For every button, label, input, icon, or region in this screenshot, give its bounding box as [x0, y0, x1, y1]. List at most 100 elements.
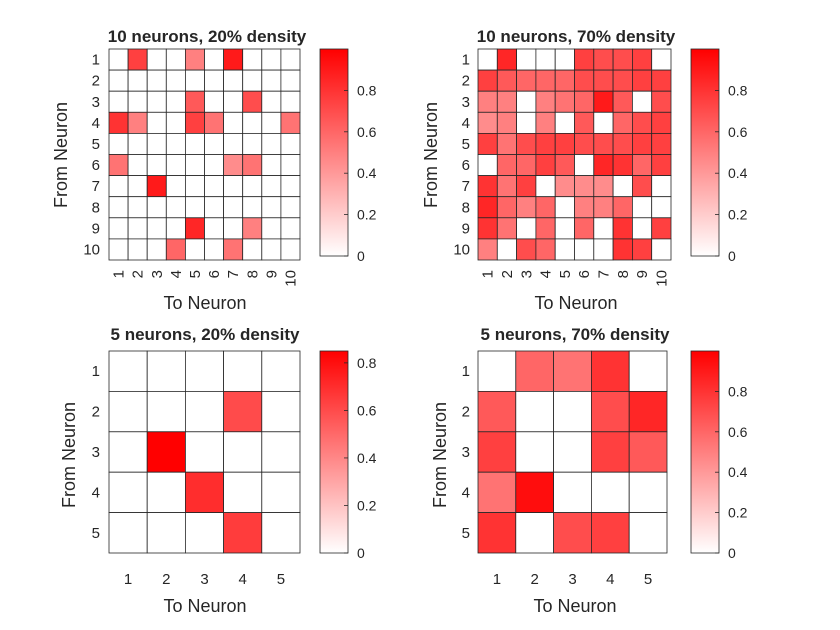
colorbar: 0 0.2 0.4 0.6 0.8 [319, 350, 377, 561]
x-tick-label: 1 [493, 571, 501, 588]
heatmap-cell [261, 48, 282, 71]
heatmap-cell [184, 431, 224, 473]
heatmap-cell [612, 69, 633, 92]
x-tick-label: 1 [111, 270, 128, 278]
heatmap-cell [184, 48, 205, 71]
colorbar-tick-label: 0.4 [357, 165, 377, 181]
heatmap-cell [516, 48, 537, 71]
x-tick-labels: 1 2 3 4 5 6 7 8 9 10 [111, 270, 300, 287]
heatmap-cell [628, 471, 668, 514]
heatmap-cell [632, 111, 653, 134]
heatmap-cell [261, 196, 282, 219]
y-axis-label: From Neuron [51, 102, 71, 208]
heatmap-cell [108, 154, 129, 177]
colorbar-tick-label: 0.2 [728, 505, 748, 521]
heatmap-cell [184, 111, 205, 134]
x-axis-label: To Neuron [163, 293, 246, 313]
heatmap-cell [593, 154, 614, 177]
heatmap-cell [146, 175, 167, 198]
x-tick-label: 5 [644, 571, 652, 588]
colorbar: 0 0.2 0.4 0.6 0.8 [690, 350, 748, 561]
heatmap-cell [628, 512, 668, 554]
y-tick-label: 5 [462, 525, 470, 542]
heatmap-cell [242, 154, 263, 177]
heatmap-cell [127, 175, 148, 198]
x-tick-label: 1 [124, 571, 132, 588]
heatmap-cell [146, 69, 167, 92]
colorbar-tick-label: 0.6 [728, 424, 748, 440]
heatmap-cell [628, 431, 668, 473]
y-tick-label: 5 [92, 136, 100, 153]
heatmap-cell [574, 238, 595, 261]
heatmap-cell [651, 132, 672, 155]
x-tick-label: 2 [531, 571, 539, 588]
heatmap-cell [574, 217, 595, 240]
heatmap-cell [535, 154, 556, 177]
heatmap-cell [223, 69, 244, 92]
heatmap-cell [515, 471, 554, 514]
heatmap-cell [146, 196, 167, 219]
colorbar-tick-label: 0.8 [728, 383, 748, 399]
heatmap-cell [146, 431, 186, 473]
heatmap-cell [223, 154, 244, 177]
y-tick-label: 4 [462, 115, 470, 132]
heatmap-cell [165, 111, 186, 134]
heatmap-cell [651, 175, 672, 198]
heatmap-cell [146, 154, 167, 177]
heatmap-cell [574, 132, 595, 155]
heatmap-cell [108, 350, 148, 392]
heatmap-cell [574, 90, 595, 113]
heatmap-cell [127, 154, 148, 177]
heatmap-cell [146, 471, 186, 514]
x-tick-labels: 1 2 3 4 5 [124, 571, 285, 588]
y-tick-label: 1 [462, 52, 470, 69]
heatmap-cell [280, 217, 301, 240]
heatmap-cell [574, 111, 595, 134]
heatmap-cell [496, 111, 517, 134]
y-tick-label: 6 [462, 157, 470, 174]
heatmap-cell [612, 111, 633, 134]
heatmap-cell [516, 217, 537, 240]
heatmap-cell [261, 512, 301, 554]
heatmap-cell [223, 175, 244, 198]
y-tick-label: 10 [453, 241, 470, 258]
heatmap-cell [515, 431, 554, 473]
heatmap-cell [515, 512, 554, 554]
heatmap-cell [477, 431, 517, 473]
heatmap-cell [477, 350, 517, 392]
heatmap-cell [165, 132, 186, 155]
heatmap-cell [261, 431, 301, 473]
x-tick-label: 4 [606, 571, 614, 588]
heatmap-cell [184, 350, 224, 392]
heatmap-cell [261, 350, 301, 392]
heatmap-cell [632, 196, 653, 219]
x-tick-label: 3 [149, 270, 166, 278]
x-tick-label: 10 [653, 270, 670, 287]
y-tick-labels: 1 2 3 4 5 6 7 8 9 10 [453, 52, 470, 259]
heatmap-cell [223, 431, 263, 473]
heatmap-cell [146, 48, 167, 71]
heatmap-cell [204, 132, 225, 155]
heatmap-cell [516, 154, 537, 177]
heatmap-cell [223, 390, 263, 433]
colorbar-gradient [319, 350, 349, 554]
heatmap-cell [146, 512, 186, 554]
y-tick-label: 1 [462, 363, 470, 380]
heatmap-cell [127, 48, 148, 71]
heatmap-cell [146, 90, 167, 113]
heatmap-cell [108, 431, 148, 473]
heatmap-cell [280, 48, 301, 71]
heatmap-cell [261, 90, 282, 113]
y-tick-label: 8 [92, 199, 100, 216]
heatmap-cell [554, 238, 575, 261]
y-tick-label: 6 [92, 157, 100, 174]
heatmap-cell [651, 48, 672, 71]
heatmap-cell [108, 390, 148, 433]
panel-title: 10 neurons, 70% density [477, 27, 676, 46]
heatmap-cell [127, 217, 148, 240]
heatmap-cell [127, 69, 148, 92]
heatmap-cell [651, 69, 672, 92]
heatmap-cell [108, 48, 129, 71]
colorbar-tick-label: 0 [357, 545, 365, 561]
